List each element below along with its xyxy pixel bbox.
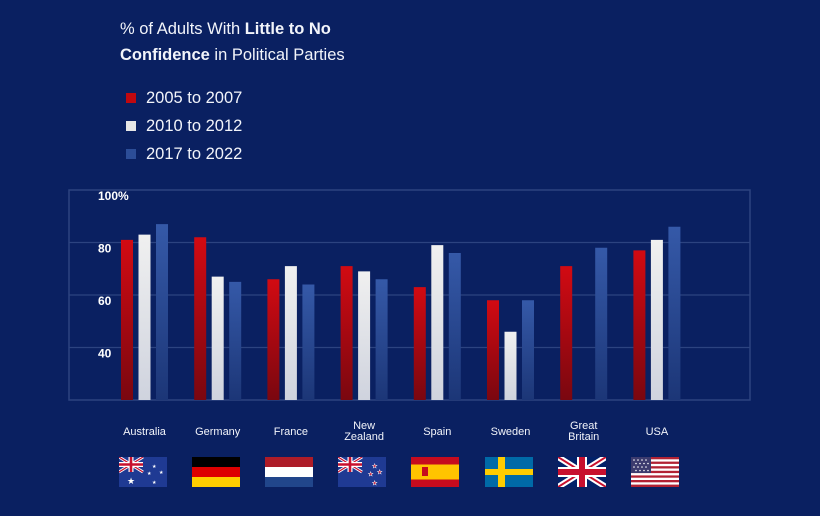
legend-swatch-white (126, 121, 136, 131)
x-tick-label: New (353, 420, 375, 432)
svg-text:★: ★ (152, 480, 157, 486)
legend-swatch-red (126, 93, 136, 103)
svg-text:★: ★ (159, 470, 164, 476)
bar (448, 253, 461, 400)
bar (138, 234, 151, 400)
x-tick-label: Spain (423, 426, 451, 438)
y-tick-label: 100% (98, 189, 129, 203)
legend: 2005 to 2007 2010 to 2012 2017 to 2022 (126, 84, 242, 168)
bar (522, 300, 534, 400)
y-tick-label: 60 (98, 294, 112, 308)
legend-item-2010-2012: 2010 to 2012 (126, 112, 242, 140)
svg-text:★: ★ (372, 463, 377, 470)
bar (431, 245, 444, 400)
bar (633, 250, 646, 400)
netherlands-flag-icon (265, 457, 313, 487)
bar (560, 266, 573, 400)
grid (69, 241, 750, 349)
legend-swatch-blue (126, 149, 136, 159)
x-tick-label: Australia (123, 426, 167, 438)
bar (121, 239, 133, 400)
germany-flag-icon (192, 457, 240, 487)
sweden-flag-icon (485, 457, 533, 487)
bar (211, 276, 224, 400)
svg-text:★: ★ (368, 471, 373, 478)
bar (650, 239, 663, 400)
x-tick-label: Sweden (491, 426, 531, 438)
bar (340, 266, 353, 400)
great-britain-flag-icon (556, 454, 608, 490)
bar (413, 287, 426, 400)
legend-item-2017-2022: 2017 to 2022 (126, 140, 242, 168)
bar (504, 331, 517, 400)
bar (668, 226, 681, 400)
bar (595, 247, 608, 400)
australia-flag-icon: ★ ★ ★ ★ ★ (118, 455, 167, 487)
bar (156, 224, 168, 400)
x-tick-label: Germany (195, 426, 241, 438)
x-tick-label: France (274, 426, 308, 438)
svg-text:★: ★ (127, 476, 135, 486)
x-tick-label: USA (646, 426, 669, 438)
bar (375, 279, 388, 400)
x-tick-label: Great (570, 420, 598, 432)
chart-title: % of Adults With Little to No Confidence… (120, 20, 345, 64)
y-tick-label: 40 (98, 347, 112, 361)
bar (194, 237, 207, 400)
bar (229, 281, 242, 400)
x-tick-label: Zealand (344, 431, 384, 443)
svg-text:★: ★ (152, 464, 157, 470)
y-axis-ticks: 100% 80 60 40 (98, 189, 129, 361)
legend-item-2005-2007: 2005 to 2007 (126, 84, 242, 112)
svg-text:★: ★ (377, 469, 382, 476)
svg-text:★: ★ (372, 480, 377, 487)
spain-flag-icon (411, 457, 459, 487)
y-tick-label: 80 (98, 242, 112, 256)
x-tick-label: Britain (568, 431, 599, 443)
bar (267, 279, 280, 400)
bar (284, 266, 297, 400)
svg-text:★: ★ (147, 471, 152, 477)
usa-flag-icon (631, 457, 679, 487)
bar (358, 271, 371, 400)
new-zealand-flag-icon: ★ ★ ★ ★ (337, 455, 386, 487)
bar (302, 284, 315, 400)
bars (121, 224, 681, 400)
bar (487, 300, 499, 400)
